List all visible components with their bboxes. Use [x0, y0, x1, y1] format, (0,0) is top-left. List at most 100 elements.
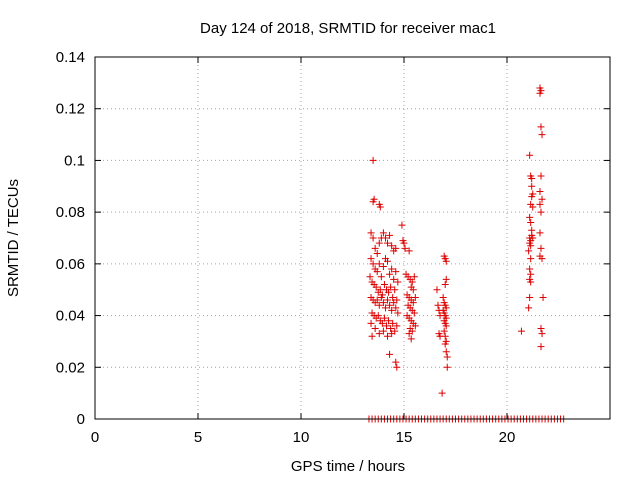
data-point [538, 330, 546, 338]
data-point [372, 283, 380, 291]
data-point [539, 293, 547, 301]
data-point [400, 239, 408, 247]
data-point [373, 250, 381, 258]
y-tick-label: 0 [77, 411, 85, 428]
data-point [388, 330, 396, 338]
data-point [392, 304, 400, 312]
data-point [375, 260, 383, 268]
data-point [392, 244, 400, 252]
data-point [525, 247, 533, 255]
x-tick-label: 5 [194, 429, 202, 446]
data-point [408, 278, 416, 286]
data-point [434, 301, 442, 309]
data-point [409, 299, 417, 307]
data-point [388, 306, 396, 314]
data-point [369, 260, 377, 268]
data-point [380, 314, 388, 322]
data-point [371, 325, 379, 332]
data-point [381, 304, 389, 312]
data-point [367, 229, 375, 237]
data-point [379, 327, 387, 335]
data-point [367, 255, 375, 263]
data-point [529, 203, 537, 211]
data-point [393, 322, 401, 330]
data-point [433, 286, 441, 294]
data-point [537, 208, 545, 216]
data-point [527, 242, 535, 250]
data-point [387, 283, 395, 291]
data-point [391, 286, 399, 294]
y-tick-label: 0.14 [56, 49, 85, 66]
data-point [405, 330, 413, 338]
x-tick-label: 15 [396, 429, 413, 446]
data-point [442, 348, 450, 356]
data-point [438, 389, 446, 397]
data-point [392, 268, 400, 276]
x-tick-label: 0 [91, 429, 99, 446]
y-tick-label: 0.08 [56, 204, 85, 221]
data-point [386, 301, 394, 309]
data-point [405, 247, 413, 255]
data-point [376, 203, 384, 211]
data-point [374, 312, 382, 320]
data-point [369, 234, 377, 242]
data-point [369, 156, 377, 164]
data-point [384, 332, 392, 340]
data-point [538, 195, 546, 203]
y-tick-label: 0.02 [56, 359, 85, 376]
data-point [379, 229, 387, 237]
data-point [443, 363, 451, 371]
data-point [390, 299, 398, 307]
data-point [528, 175, 536, 183]
y-tick-label: 0.06 [56, 256, 85, 273]
data-point [368, 332, 376, 340]
data-point [537, 343, 545, 351]
data-point [537, 172, 545, 180]
data-point [386, 270, 394, 278]
data-point [388, 242, 396, 250]
x-tick-label: 10 [293, 429, 310, 446]
data-point [411, 322, 419, 330]
data-point [379, 299, 387, 307]
data-points [365, 84, 568, 423]
y-tick-label: 0.1 [64, 152, 85, 169]
data-point [381, 234, 389, 242]
data-point [389, 293, 397, 301]
data-point [392, 358, 400, 366]
data-point [377, 273, 385, 281]
data-point [409, 286, 417, 294]
data-point [393, 363, 401, 371]
data-point [527, 255, 535, 263]
data-point [526, 213, 534, 221]
data-point [375, 330, 383, 338]
data-point [390, 275, 398, 283]
data-point [366, 273, 374, 281]
data-point [382, 322, 390, 330]
data-point [377, 293, 385, 301]
y-tick-label: 0.12 [56, 101, 85, 118]
data-point [367, 319, 375, 327]
data-point [370, 195, 378, 203]
data-point [440, 327, 448, 335]
data-point [384, 239, 392, 247]
data-point [538, 255, 546, 263]
data-point [384, 257, 392, 265]
data-point [528, 182, 536, 190]
data-point [385, 288, 393, 296]
data-point [536, 200, 544, 208]
data-point [441, 340, 449, 348]
data-point [378, 319, 386, 327]
data-point [387, 325, 395, 332]
data-point [537, 325, 545, 332]
data-point [401, 244, 409, 252]
data-point [526, 151, 534, 159]
y-axis-label: SRMTID / TECUs [5, 179, 22, 297]
data-point [442, 257, 450, 265]
data-point [538, 131, 546, 139]
data-point [398, 221, 406, 229]
data-point [536, 229, 544, 237]
data-point [537, 123, 545, 131]
data-point [373, 296, 381, 304]
data-point [375, 301, 383, 309]
